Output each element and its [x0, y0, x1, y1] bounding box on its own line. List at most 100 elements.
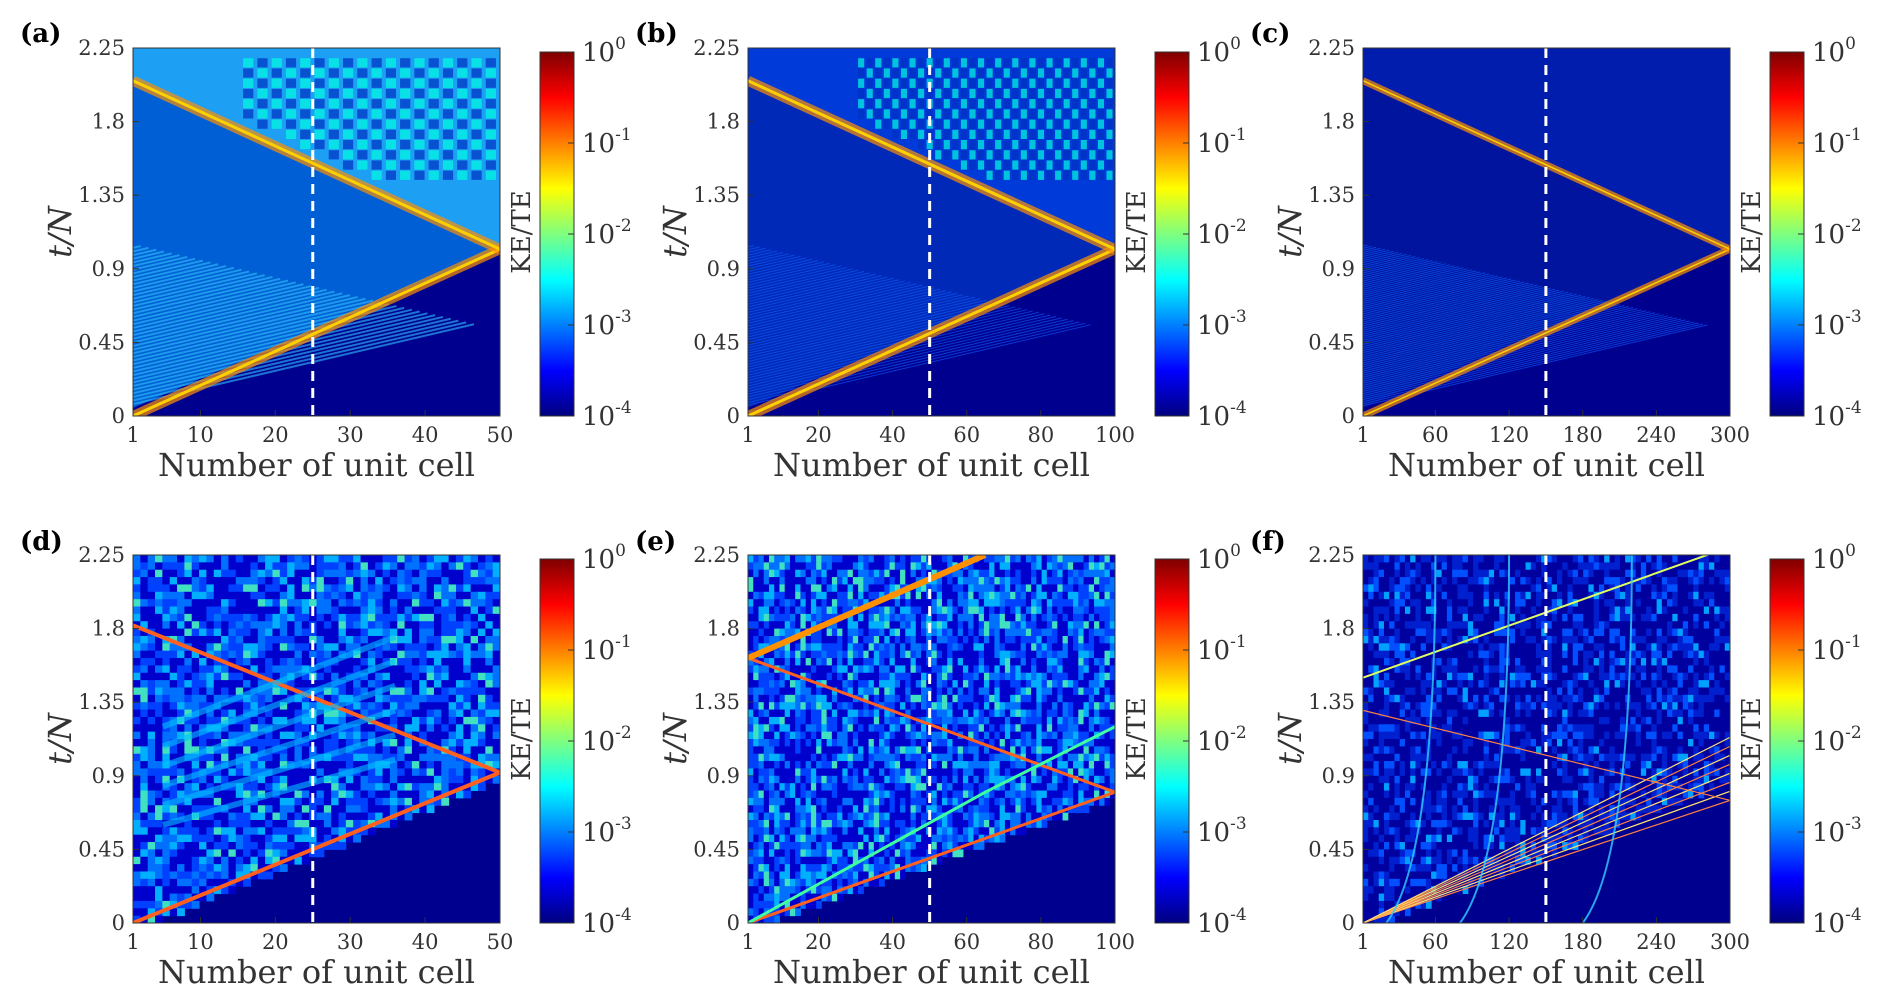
y-tick-label: 0.9 [1322, 257, 1355, 281]
plot-frame [1362, 554, 1731, 924]
y-tick-label: 0.45 [693, 837, 740, 861]
colorbar-label: KE/TE [507, 697, 537, 780]
y-tick-label: 2.25 [1308, 36, 1355, 60]
panel-c: (c) 1 60 120 180 240 300 0 0.45 0.9 1.35 1.8 2.25 Num… [1250, 19, 1862, 484]
x-tick-label: 20 [262, 423, 289, 447]
colorbar-tick-label: 10-2 [1197, 723, 1247, 757]
colorbar-label: KE/TE [1122, 697, 1152, 780]
colorbar-tick-label: 10-2 [1812, 723, 1862, 757]
heatmap [133, 555, 500, 923]
x-tick-label: 80 [1027, 930, 1054, 954]
colorbar-tick-label: 10-2 [582, 216, 632, 250]
colorbar-tick-label: 10-4 [582, 905, 632, 939]
y-tick-label: 0.45 [693, 330, 740, 354]
colorbar-tick-label: 10-4 [1197, 398, 1247, 432]
colorbar-tick-label: 10-1 [1812, 632, 1862, 666]
x-tick-label: 30 [337, 423, 364, 447]
x-tick-label: 1 [1356, 423, 1369, 447]
y-tick-label: 2.25 [693, 36, 740, 60]
x-tick-label: 1 [126, 423, 139, 447]
y-tick-label: 2.25 [78, 543, 125, 567]
y-tick-label: 0 [727, 404, 740, 428]
colorbar-tick-label: 100 [1812, 541, 1856, 575]
panel-f: (f) 1 60 120 180 240 300 0 0.45 0.9 1.35 1.8 2.25 Num… [1250, 527, 1862, 991]
plot-frame [132, 554, 501, 924]
x-axis-label: Number of unit cell [1388, 953, 1705, 991]
colorbar-tick-label: 10-2 [582, 723, 632, 757]
y-tick-label: 1.8 [1322, 110, 1355, 134]
y-tick-label: 0 [727, 911, 740, 935]
x-tick-label: 20 [805, 930, 832, 954]
y-tick-label: 1.8 [92, 110, 125, 134]
x-tick-label: 1 [126, 930, 139, 954]
x-tick-label: 120 [1489, 423, 1529, 447]
x-tick-label: 10 [187, 930, 214, 954]
x-tick-label: 1 [1356, 930, 1369, 954]
x-axis-label: Number of unit cell [773, 446, 1090, 484]
y-tick-label: 0.45 [78, 330, 125, 354]
y-tick-label: 0.9 [707, 257, 740, 281]
x-tick-label: 40 [412, 930, 439, 954]
colorbar-tick-label: 10-4 [582, 398, 632, 432]
x-tick-label: 60 [1422, 423, 1449, 447]
colorbar-tick-label: 10-1 [582, 125, 632, 159]
x-tick-label: 50 [487, 930, 514, 954]
reflection-region [1363, 48, 1730, 250]
y-axis-label: t/N [1271, 205, 1309, 258]
y-tick-label: 1.8 [92, 617, 125, 641]
colorbar-tick-label: 10-3 [582, 307, 632, 341]
colorbar-tick-label: 10-1 [582, 632, 632, 666]
colorbar-tick-label: 10-2 [1812, 216, 1862, 250]
x-tick-label: 60 [953, 423, 980, 447]
heatmap [748, 48, 1115, 416]
panel-d: (d) 1 10 20 30 40 50 0 0.45 0.9 1.35 1.8 2.25 Number … [20, 527, 632, 991]
y-tick-label: 0.45 [1308, 330, 1355, 354]
wavefront-forward [133, 770, 500, 923]
panel-letter: (b) [635, 19, 678, 49]
y-tick-label: 2.25 [693, 543, 740, 567]
colorbar-tick-label: 10-2 [1197, 216, 1247, 250]
colorbar-tick-label: 100 [582, 541, 626, 575]
colorbar-tick-label: 10-3 [1197, 814, 1247, 848]
panel-e: (e) 1 20 40 60 80 100 0 0.45 0.9 1.35 1.8 2.25 Number… [635, 527, 1247, 991]
y-axis-label: t/N [1271, 712, 1309, 765]
colorbar-tick-label: 10-4 [1812, 905, 1862, 939]
panel-letter: (c) [1250, 19, 1290, 49]
colorbar-tick-label: 10-1 [1197, 632, 1247, 666]
y-tick-label: 1.8 [707, 110, 740, 134]
x-tick-label: 1 [741, 423, 754, 447]
y-axis-label: t/N [41, 205, 79, 258]
x-tick-label: 1 [741, 930, 754, 954]
wavefront-fan [1363, 790, 1730, 923]
y-tick-label: 0 [1342, 911, 1355, 935]
colorbar-tick-label: 100 [1197, 541, 1241, 575]
y-tick-label: 1.35 [1308, 183, 1355, 207]
wavefront-forward [748, 790, 1115, 923]
x-tick-label: 80 [1027, 423, 1054, 447]
y-axis-label: t/N [656, 712, 694, 765]
y-tick-label: 0 [112, 404, 125, 428]
x-tick-label: 100 [1095, 930, 1135, 954]
wavefront-fan [1363, 763, 1730, 923]
plot-frame [747, 554, 1116, 924]
y-tick-label: 0 [112, 911, 125, 935]
panel-a: (a) 1 10 20 30 40 50 0 0.45 0.9 1.35 1.8 2.25 Number … [20, 19, 632, 484]
y-tick-label: 1.8 [1322, 617, 1355, 641]
y-axis-label: t/N [41, 712, 79, 765]
wavefront-reflected [748, 656, 1115, 794]
x-tick-label: 30 [337, 930, 364, 954]
x-tick-label: 40 [879, 930, 906, 954]
wavefront-reflected [133, 623, 500, 775]
colorbar-label: KE/TE [1737, 190, 1767, 273]
x-tick-label: 60 [953, 930, 980, 954]
y-tick-label: 1.35 [1308, 690, 1355, 714]
x-tick-label: 10 [187, 423, 214, 447]
x-tick-label: 40 [879, 423, 906, 447]
x-axis-label: Number of unit cell [158, 446, 475, 484]
y-tick-label: 2.25 [1308, 543, 1355, 567]
y-tick-label: 1.35 [693, 690, 740, 714]
colorbar-tick-label: 100 [1812, 34, 1856, 68]
x-tick-label: 240 [1636, 423, 1676, 447]
colorbar-tick-label: 100 [1197, 34, 1241, 68]
